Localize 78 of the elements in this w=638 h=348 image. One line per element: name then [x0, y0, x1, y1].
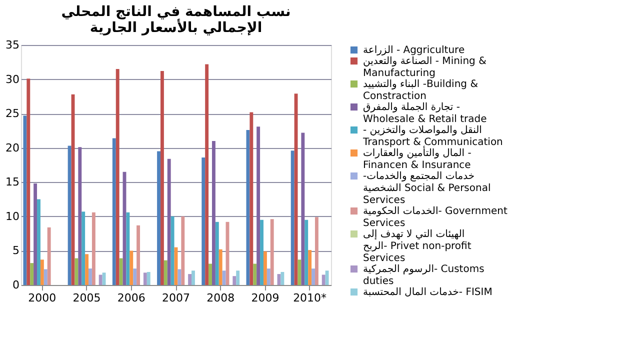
bar — [44, 269, 48, 285]
bar — [26, 78, 30, 285]
bar — [164, 260, 168, 285]
bar — [263, 251, 267, 285]
bar — [126, 212, 130, 285]
bar — [23, 116, 27, 285]
bar — [312, 268, 315, 285]
bar — [181, 216, 185, 285]
x-tick-label: 2010* — [293, 292, 328, 304]
x-tick-label: 2009 — [251, 292, 280, 304]
y-tick-label: 15 — [6, 176, 20, 189]
y-tick-label: 10 — [6, 210, 20, 223]
bar — [170, 216, 174, 285]
bar — [322, 274, 326, 285]
bar — [178, 269, 182, 285]
bar — [74, 258, 78, 285]
bar — [188, 274, 192, 285]
bar — [256, 126, 260, 285]
bar — [92, 212, 96, 285]
bar — [212, 141, 216, 285]
y-tick-label: 25 — [6, 107, 20, 120]
bar — [222, 270, 226, 285]
bar — [266, 268, 270, 285]
bar — [253, 264, 257, 285]
bar — [146, 272, 150, 285]
bar — [112, 138, 116, 285]
bar — [78, 147, 82, 285]
bar — [143, 272, 147, 285]
bar — [37, 199, 40, 285]
bar — [290, 150, 294, 285]
bar — [232, 276, 236, 285]
bar — [98, 274, 102, 285]
y-tick-label: 35 — [6, 38, 20, 52]
y-tick-label: 0 — [12, 278, 20, 292]
y-tick-label: 20 — [6, 141, 20, 154]
bar — [236, 270, 240, 285]
legend-label: خدمات المال المحتسبة- FISIM — [363, 287, 492, 298]
bar — [308, 250, 312, 285]
bar — [205, 64, 209, 285]
bar — [40, 260, 44, 285]
bar — [250, 112, 254, 285]
bar — [68, 146, 72, 285]
bar — [133, 268, 137, 285]
bar — [260, 220, 264, 285]
x-tick-label: 2006 — [117, 292, 146, 304]
bar — [136, 225, 140, 285]
chart-title: نسب المساهمة في الناتج المحلي الإجمالي بالأسعار الجارية — [61, 4, 291, 36]
bar — [130, 250, 134, 285]
y-tick-label: 30 — [6, 72, 20, 86]
bar — [325, 270, 329, 285]
x-tick-label: 2005 — [72, 292, 101, 304]
bar — [167, 158, 171, 285]
bar — [34, 184, 38, 285]
bar — [314, 217, 318, 285]
bar — [280, 272, 284, 285]
x-tick-label: 2000 — [28, 292, 56, 304]
bar — [116, 69, 120, 285]
bar — [208, 264, 212, 285]
bar — [218, 249, 222, 285]
x-tick-label: 2008 — [206, 292, 235, 304]
bar — [192, 270, 195, 285]
y-tick-label: 5 — [12, 244, 20, 258]
x-tick-label: 2007 — [162, 292, 190, 304]
bar — [157, 151, 160, 285]
bar — [82, 212, 86, 285]
bar — [215, 222, 219, 285]
bar — [85, 254, 89, 285]
bar — [119, 258, 123, 285]
bar — [47, 227, 51, 285]
bar — [301, 132, 305, 285]
bar — [298, 260, 302, 285]
bar — [304, 220, 308, 285]
bar — [202, 157, 206, 285]
bar — [88, 268, 92, 285]
legend-label: الزراعة - Aggriculture — [363, 45, 465, 56]
bar — [270, 219, 274, 285]
bar — [30, 263, 34, 285]
bar — [160, 71, 164, 285]
